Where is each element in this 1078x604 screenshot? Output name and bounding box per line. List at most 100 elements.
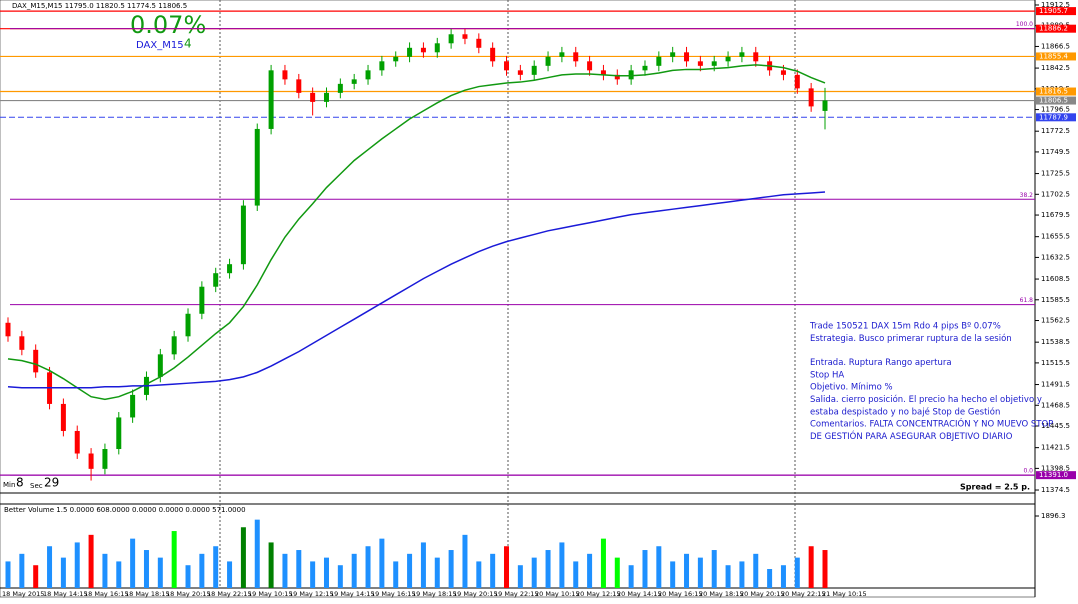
volume-bar xyxy=(296,550,302,588)
level-label: 11855.4 xyxy=(1039,52,1068,60)
level-tag xyxy=(1036,96,1076,105)
x-tick-label: 18 May 18:15 xyxy=(125,590,170,598)
volume-bar xyxy=(310,561,316,588)
volume-bar xyxy=(5,561,11,588)
volume-bar xyxy=(282,553,288,588)
note-line: Entrada. Ruptura Rango apertura xyxy=(810,358,952,368)
y-tick-label: 11749.5 xyxy=(1041,148,1070,156)
x-tick-label: 19 May 14:15 xyxy=(330,590,375,598)
x-tick-label: 20 May 18:15 xyxy=(699,590,744,598)
y-tick-label: 11538.5 xyxy=(1041,338,1070,346)
volume-bar xyxy=(60,557,66,588)
candle-body xyxy=(407,47,413,57)
volume-bar xyxy=(531,557,537,588)
x-tick-label: 18 May 20:15 xyxy=(166,590,211,598)
candle-body xyxy=(725,56,731,62)
volume-bar xyxy=(476,561,482,588)
candle-body xyxy=(5,322,11,337)
candle-body xyxy=(780,70,786,75)
volume-bar xyxy=(559,542,565,588)
candle-body xyxy=(628,70,634,80)
note-line: Stop HA xyxy=(810,370,844,380)
y-tick-label: 11796.5 xyxy=(1041,106,1070,114)
candle-body xyxy=(808,88,814,107)
candle-body xyxy=(434,43,440,53)
candle-body xyxy=(462,34,468,39)
volume-bar xyxy=(337,565,343,588)
volume-bar xyxy=(185,565,191,588)
volume-bar xyxy=(670,561,676,588)
candle-body xyxy=(670,52,676,57)
x-tick-label: 20 May 14:15 xyxy=(617,590,662,598)
candle-body xyxy=(448,34,454,44)
volume-bar xyxy=(74,542,80,588)
volume-bar xyxy=(268,542,274,588)
y-tick-label: 11842.5 xyxy=(1041,64,1070,72)
candle-body xyxy=(684,52,690,62)
candle-body xyxy=(697,61,703,66)
y-tick-label: 11725.5 xyxy=(1041,170,1070,178)
candle-body xyxy=(337,83,343,93)
y-tick-label: 11679.5 xyxy=(1041,211,1070,219)
timer-value: 29 xyxy=(44,476,59,490)
volume-bar xyxy=(254,519,260,588)
volume-bar xyxy=(600,538,606,588)
x-tick-label: 19 May 22:15 xyxy=(494,590,539,598)
candle-body xyxy=(739,52,745,57)
y-tick-label: 11374.5 xyxy=(1041,486,1070,494)
candle-body xyxy=(254,128,260,206)
volume-bar xyxy=(656,546,662,588)
x-tick-label: 19 May 20:15 xyxy=(453,590,498,598)
x-tick-label: 18 May 2015 xyxy=(2,590,44,598)
volume-bar xyxy=(240,527,246,588)
candle-body xyxy=(60,403,66,431)
candle-body xyxy=(545,56,551,66)
volume-bar xyxy=(822,550,828,588)
x-tick-label: 19 May 16:15 xyxy=(371,590,416,598)
level-label: 11806.5 xyxy=(1039,97,1068,105)
volume-bar xyxy=(642,550,648,588)
volume-bar xyxy=(407,553,413,588)
volume-bar xyxy=(725,565,731,588)
volume-bar xyxy=(171,531,177,588)
volume-bar xyxy=(213,546,219,588)
moving-average xyxy=(7,191,826,389)
level-tag xyxy=(1036,471,1076,480)
x-tick-label: 20 May 20:15 xyxy=(740,590,785,598)
y-tick-label: 1896.3 xyxy=(1041,512,1066,520)
candle-body xyxy=(323,92,329,102)
volume-bar xyxy=(808,546,814,588)
volume-bar xyxy=(365,546,371,588)
spread: Spread = 2.5 p. xyxy=(960,483,1030,492)
candle-body xyxy=(753,52,759,62)
volume-bar xyxy=(545,550,551,588)
volume-bar xyxy=(47,546,53,588)
candle-body xyxy=(642,65,648,71)
candle-body xyxy=(393,56,399,62)
y-tick-label: 11608.5 xyxy=(1041,275,1070,283)
candle-body xyxy=(19,336,25,350)
volume-bar xyxy=(767,569,773,588)
candle-body xyxy=(33,349,39,373)
y-tick-label: 11772.5 xyxy=(1041,127,1070,135)
level-label: 11905.7 xyxy=(1039,7,1068,15)
candle-body xyxy=(490,47,496,62)
symbol: DAX_M15 xyxy=(136,40,184,51)
x-tick-label: 19 May 12:15 xyxy=(289,590,334,598)
y-tick-label: 11491.5 xyxy=(1041,381,1070,389)
candle-body xyxy=(711,61,717,66)
y-tick-label: 11585.5 xyxy=(1041,296,1070,304)
x-tick-label: 20 May 10:15 xyxy=(535,590,580,598)
note-line: Trade 150521 DAX 15m Rdo 4 pips Bº 0.07% xyxy=(809,322,1001,332)
y-tick-label: 11398.5 xyxy=(1041,464,1070,472)
volume-bar xyxy=(130,538,136,588)
result: 0.07% xyxy=(130,11,206,39)
y-tick-label: 11866.5 xyxy=(1041,42,1070,50)
volume-bar xyxy=(420,542,426,588)
volume-bar xyxy=(739,561,745,588)
plot-frame xyxy=(0,0,1036,598)
note-line: Comentarios. FALTA CONCENTRACIÓN Y NO MU… xyxy=(810,418,1053,430)
level-tag xyxy=(1036,7,1076,16)
